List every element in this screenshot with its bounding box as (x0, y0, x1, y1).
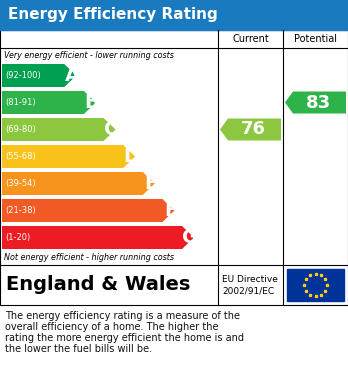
Text: 2002/91/EC: 2002/91/EC (222, 287, 274, 296)
Polygon shape (2, 64, 76, 87)
Text: G: G (182, 228, 198, 247)
Text: rating the more energy efficient the home is and: rating the more energy efficient the hom… (5, 333, 244, 343)
Polygon shape (2, 118, 116, 141)
Text: (21-38): (21-38) (5, 206, 36, 215)
Text: 83: 83 (306, 93, 331, 111)
Polygon shape (2, 91, 96, 114)
Text: (92-100): (92-100) (5, 71, 41, 80)
Bar (0, 0, 348, 30)
Text: Potential: Potential (294, 34, 337, 44)
Text: Energy Efficiency Rating: Energy Efficiency Rating (8, 7, 218, 23)
Text: (81-91): (81-91) (5, 98, 35, 107)
Text: Current: Current (232, 34, 269, 44)
Text: The energy efficiency rating is a measure of the: The energy efficiency rating is a measur… (5, 311, 240, 321)
Polygon shape (220, 118, 281, 140)
Text: E: E (144, 174, 157, 193)
Polygon shape (285, 91, 346, 113)
Bar (287, 269, 344, 301)
Text: Very energy efficient - lower running costs: Very energy efficient - lower running co… (4, 50, 174, 59)
Bar (0, 30, 348, 305)
Polygon shape (2, 172, 155, 195)
Text: D: D (123, 147, 139, 166)
Text: EU Directive: EU Directive (222, 274, 278, 283)
Polygon shape (2, 226, 194, 249)
Text: (1-20): (1-20) (5, 233, 30, 242)
Text: (39-54): (39-54) (5, 179, 35, 188)
Text: overall efficiency of a home. The higher the: overall efficiency of a home. The higher… (5, 322, 219, 332)
Text: the lower the fuel bills will be.: the lower the fuel bills will be. (5, 344, 152, 354)
Text: C: C (104, 120, 119, 139)
Text: (55-68): (55-68) (5, 152, 36, 161)
Text: Not energy efficient - higher running costs: Not energy efficient - higher running co… (4, 253, 174, 262)
Text: B: B (85, 93, 99, 112)
Text: A: A (65, 66, 80, 85)
Polygon shape (2, 145, 135, 168)
Text: (69-80): (69-80) (5, 125, 36, 134)
Text: England & Wales: England & Wales (6, 276, 190, 294)
Text: F: F (164, 201, 177, 220)
Polygon shape (2, 199, 174, 222)
Text: 76: 76 (241, 120, 266, 138)
